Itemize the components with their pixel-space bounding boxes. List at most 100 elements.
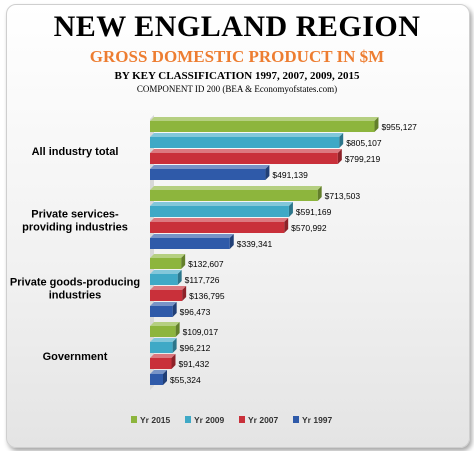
legend-item: Yr 2015	[131, 415, 171, 425]
bar-yr-2009-3: $96,212	[150, 338, 211, 353]
bar-side-face	[182, 286, 187, 301]
bar-front-face	[150, 121, 375, 132]
bar-top-face	[150, 117, 379, 121]
bar-yr-2007-1: $570,992	[150, 218, 327, 233]
bar-front-face	[150, 190, 318, 201]
data-label: $109,017	[183, 327, 219, 337]
bar-side-face	[317, 186, 322, 201]
bar-side-face	[229, 234, 234, 249]
legend-swatch	[185, 416, 191, 423]
data-label: $91,432	[178, 359, 209, 369]
data-label: $136,795	[189, 291, 225, 301]
category-label-line: All industry total	[32, 146, 119, 158]
data-label: $491,139	[272, 170, 308, 180]
bar-yr-2009-2: $117,726	[150, 270, 220, 285]
bar-yr-2015-0: $955,127	[150, 117, 417, 132]
data-label: $96,473	[180, 307, 211, 317]
category-label: All industry total	[32, 146, 119, 158]
category-label-line: providing industries	[22, 222, 128, 234]
data-label: $96,212	[180, 343, 211, 353]
legend-item: Yr 2007	[239, 415, 279, 425]
bar-side-face	[374, 117, 379, 132]
bar-top-face	[150, 165, 270, 169]
bar-yr-1997-0: $491,139	[150, 165, 308, 180]
legend-label: Yr 1997	[302, 415, 333, 425]
bar-side-face	[181, 254, 186, 269]
bar-side-face	[177, 270, 182, 285]
bar-front-face	[150, 238, 230, 249]
bar-side-face	[288, 202, 293, 217]
bar-yr-2007-2: $136,795	[150, 286, 225, 301]
bar-top-face	[150, 133, 344, 137]
category-label-line: Private goods-producing	[10, 277, 140, 289]
bar-top-face	[150, 186, 322, 190]
bar-top-face	[150, 202, 293, 206]
bar-front-face	[150, 306, 173, 317]
legend-label: Yr 2007	[248, 415, 279, 425]
bar-side-face	[172, 338, 177, 353]
bar-top-face	[150, 234, 234, 238]
bar-yr-1997-2: $96,473	[150, 302, 211, 317]
bar-side-face	[171, 354, 176, 369]
chart-subtitle: GROSS DOMESTIC PRODUCT IN $M	[89, 47, 385, 66]
data-label: $591,169	[296, 207, 332, 217]
bar-front-face	[150, 222, 285, 233]
legend-item: Yr 2009	[185, 415, 225, 425]
chart-title: NEW ENGLAND REGION	[53, 10, 421, 43]
data-label: $132,607	[188, 259, 224, 269]
bar-yr-1997-1: $339,341	[150, 234, 272, 249]
legend-label: Yr 2009	[194, 415, 225, 425]
data-label: $713,503	[325, 191, 361, 201]
bar-yr-2009-1: $591,169	[150, 202, 332, 217]
bar-top-face	[150, 270, 182, 274]
bar-top-face	[150, 286, 187, 290]
bar-side-face	[265, 165, 270, 180]
category-label-line: industries	[49, 290, 102, 302]
bar-front-face	[150, 153, 338, 164]
data-label: $799,219	[345, 154, 381, 164]
category-labels: All industry total Private services-provi…	[10, 146, 140, 363]
bar-top-face	[150, 354, 176, 358]
bar-front-face	[150, 326, 176, 337]
bar-front-face	[150, 258, 182, 269]
bar-top-face	[150, 254, 186, 258]
data-label: $955,127	[381, 122, 417, 132]
bar-yr-2009-0: $805,107	[150, 133, 382, 148]
data-label: $117,726	[185, 275, 220, 285]
bar-front-face	[150, 374, 164, 385]
bar-side-face	[175, 322, 180, 337]
bar-top-face	[150, 322, 180, 326]
category-label: Government	[43, 351, 108, 363]
category-label-line: Government	[43, 351, 108, 363]
bar-front-face	[150, 290, 183, 301]
legend-item: Yr 1997	[293, 415, 333, 425]
category-label-line: Private services-	[31, 209, 119, 221]
legend-swatch	[293, 416, 299, 423]
bar-front-face	[150, 137, 340, 148]
bar-top-face	[150, 338, 177, 342]
bar-side-face	[284, 218, 289, 233]
data-label: $805,107	[346, 138, 382, 148]
category-label: Private goods-producing industries	[10, 277, 140, 302]
bar-yr-2015-2: $132,607	[150, 254, 224, 269]
bar-side-face	[337, 149, 342, 164]
data-label: $339,341	[237, 239, 273, 249]
bar-side-face	[163, 370, 168, 385]
bar-front-face	[150, 206, 289, 217]
bar-front-face	[150, 169, 266, 180]
category-label: Private services-providing industries	[22, 209, 128, 234]
legend-label: Yr 2015	[140, 415, 171, 425]
depth-wall	[150, 115, 154, 390]
legend-swatch	[131, 416, 137, 423]
legend-swatch	[239, 416, 245, 423]
bar-front-face	[150, 342, 173, 353]
bar-side-face	[339, 133, 344, 148]
data-label: $55,324	[170, 375, 201, 385]
bar-yr-1997-3: $55,324	[150, 370, 201, 385]
bar-side-face	[172, 302, 177, 317]
chart-subtitle-classification: BY KEY CLASSIFICATION 1997, 2007, 2009, …	[114, 70, 360, 82]
bar-yr-2015-1: $713,503	[150, 186, 360, 201]
chart-source: COMPONENT ID 200 (BEA & Economyofstates.…	[136, 84, 338, 94]
bar-front-face	[150, 358, 172, 369]
